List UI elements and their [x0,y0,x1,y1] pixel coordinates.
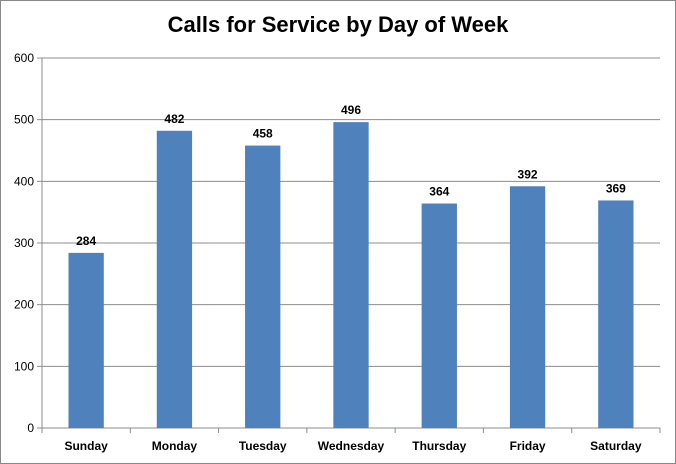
data-label: 364 [429,185,449,199]
y-tick-label: 300 [14,236,34,250]
data-label: 458 [253,127,273,141]
x-tick-label: Thursday [412,439,466,453]
data-label: 392 [518,167,538,181]
bar [245,145,281,429]
data-label: 496 [341,103,361,117]
y-tick-label: 100 [14,359,34,373]
x-tick-label: Saturday [590,439,642,453]
y-tick-label: 400 [14,174,34,188]
chart-title: Calls for Service by Day of Week [167,12,509,37]
bar [598,200,634,428]
y-tick-label: 0 [27,421,34,435]
y-tick-label: 600 [14,51,34,65]
data-label: 369 [606,181,626,195]
x-tick-label: Wednesday [318,439,385,453]
y-tick-label: 500 [14,113,34,127]
bar [509,186,546,428]
y-tick-label: 200 [14,298,34,312]
bar [333,122,369,428]
bar [68,252,104,428]
bar [156,130,193,428]
x-tick-label: Tuesday [239,439,287,453]
data-label: 284 [76,234,96,248]
x-tick-label: Sunday [64,439,108,453]
data-label: 482 [164,112,184,126]
x-tick-label: Monday [152,439,198,453]
x-tick-label: Friday [510,439,546,453]
bar [421,203,457,428]
